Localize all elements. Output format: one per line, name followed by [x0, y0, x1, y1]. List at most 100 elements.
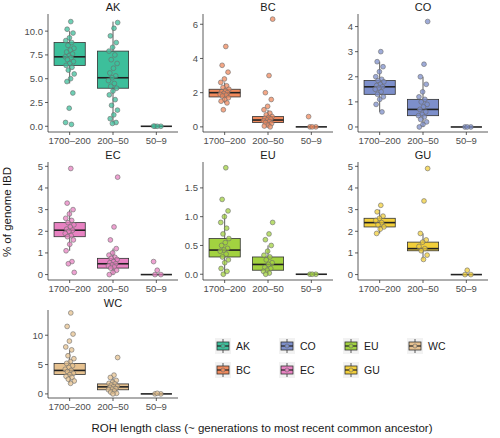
point — [108, 33, 113, 38]
x-tick-label: 1700–200 — [359, 135, 401, 146]
legend-key-bg — [279, 362, 295, 378]
legend-label: EC — [300, 364, 315, 376]
legend-label: BC — [236, 364, 251, 376]
y-axis-title: % of genome IBD — [1, 167, 13, 257]
point — [310, 124, 315, 129]
panel: WC05101700–200200–5050–9 — [32, 297, 178, 412]
y-tick-label: 2.5 — [30, 97, 43, 108]
point — [106, 78, 111, 83]
point — [221, 272, 226, 277]
point — [263, 90, 268, 95]
point — [63, 120, 68, 125]
x-tick-label: 50–9 — [456, 283, 477, 294]
point — [113, 97, 118, 102]
point — [155, 268, 160, 273]
point — [72, 270, 77, 275]
x-tick-label: 200–50 — [407, 135, 439, 146]
y-axis-line — [358, 162, 359, 280]
point — [66, 68, 71, 73]
point — [151, 259, 156, 264]
whisker-high — [423, 77, 424, 100]
panel-title: GU — [415, 149, 432, 161]
panel: EC0123451700–200200–5050–9 — [38, 149, 178, 294]
point — [111, 89, 116, 94]
point — [425, 166, 430, 171]
y-tick-label: 2 — [38, 226, 43, 237]
point — [420, 89, 425, 94]
point — [66, 261, 71, 266]
y-axis-line — [203, 162, 204, 280]
point — [377, 97, 382, 102]
point — [108, 116, 113, 121]
point — [111, 112, 116, 117]
x-tick-label: 50–9 — [301, 283, 322, 294]
point — [67, 106, 72, 111]
point — [378, 49, 383, 54]
point — [63, 216, 68, 221]
y-tick — [45, 209, 48, 210]
y-tick-label: 3 — [348, 204, 353, 215]
point — [375, 59, 380, 64]
point — [268, 124, 273, 129]
x-tick-label: 200–50 — [97, 283, 129, 294]
point — [306, 114, 311, 119]
legend-key-point — [349, 368, 353, 372]
point — [109, 57, 114, 62]
y-tick-label: 2 — [348, 71, 353, 82]
y-tick-label: 0.0 — [30, 121, 43, 132]
y-tick-label: 10 — [32, 330, 43, 341]
panel: CO012341700–200200–5050–9 — [348, 1, 488, 146]
x-tick-label: 200–50 — [97, 401, 129, 412]
box — [209, 239, 240, 257]
legend-key-bg — [407, 338, 423, 354]
point — [110, 45, 115, 50]
point — [219, 266, 224, 271]
panel-title: WC — [104, 297, 122, 309]
point — [265, 249, 270, 254]
point — [63, 345, 68, 350]
legend-key-bg — [215, 362, 231, 378]
legend-key-bg — [215, 338, 231, 354]
point — [374, 231, 379, 236]
point — [67, 242, 72, 247]
y-tick-label: 10.0 — [25, 26, 44, 37]
y-tick — [200, 92, 203, 93]
x-tick-label: 1700–200 — [49, 401, 91, 412]
box — [54, 43, 85, 66]
y-tick-label: 1.5 — [185, 182, 198, 193]
y-axis-line — [48, 310, 49, 398]
point — [417, 244, 422, 249]
panel-title: EC — [105, 149, 120, 161]
y-tick-label: 2 — [193, 87, 198, 98]
y-tick — [355, 231, 358, 232]
legend-label: AK — [236, 340, 250, 352]
point — [417, 125, 422, 130]
point — [270, 220, 275, 225]
point — [374, 102, 379, 107]
point — [65, 27, 70, 32]
y-tick — [200, 245, 203, 246]
y-tick-label: 0.5 — [185, 240, 198, 251]
point — [71, 31, 76, 36]
point — [63, 38, 68, 43]
y-tick — [45, 54, 48, 55]
y-tick — [45, 274, 48, 275]
point — [422, 62, 427, 67]
panel: AK0.02.55.07.510.01700–200200–5050–9 — [25, 1, 179, 146]
point — [264, 257, 269, 262]
point — [417, 94, 422, 99]
point — [373, 218, 378, 223]
point — [108, 238, 113, 243]
point — [115, 175, 120, 180]
chart: AK0.02.55.07.510.01700–200200–5050–9BC02… — [0, 0, 500, 438]
point — [373, 87, 378, 92]
point — [68, 166, 73, 171]
y-tick — [45, 252, 48, 253]
legend-key-bg — [343, 338, 359, 354]
x-tick-label: 50–9 — [146, 401, 167, 412]
y-tick-label: 3 — [348, 46, 353, 57]
legend-key-point — [285, 368, 289, 372]
point — [310, 272, 315, 277]
point — [108, 266, 113, 271]
box — [97, 51, 128, 88]
